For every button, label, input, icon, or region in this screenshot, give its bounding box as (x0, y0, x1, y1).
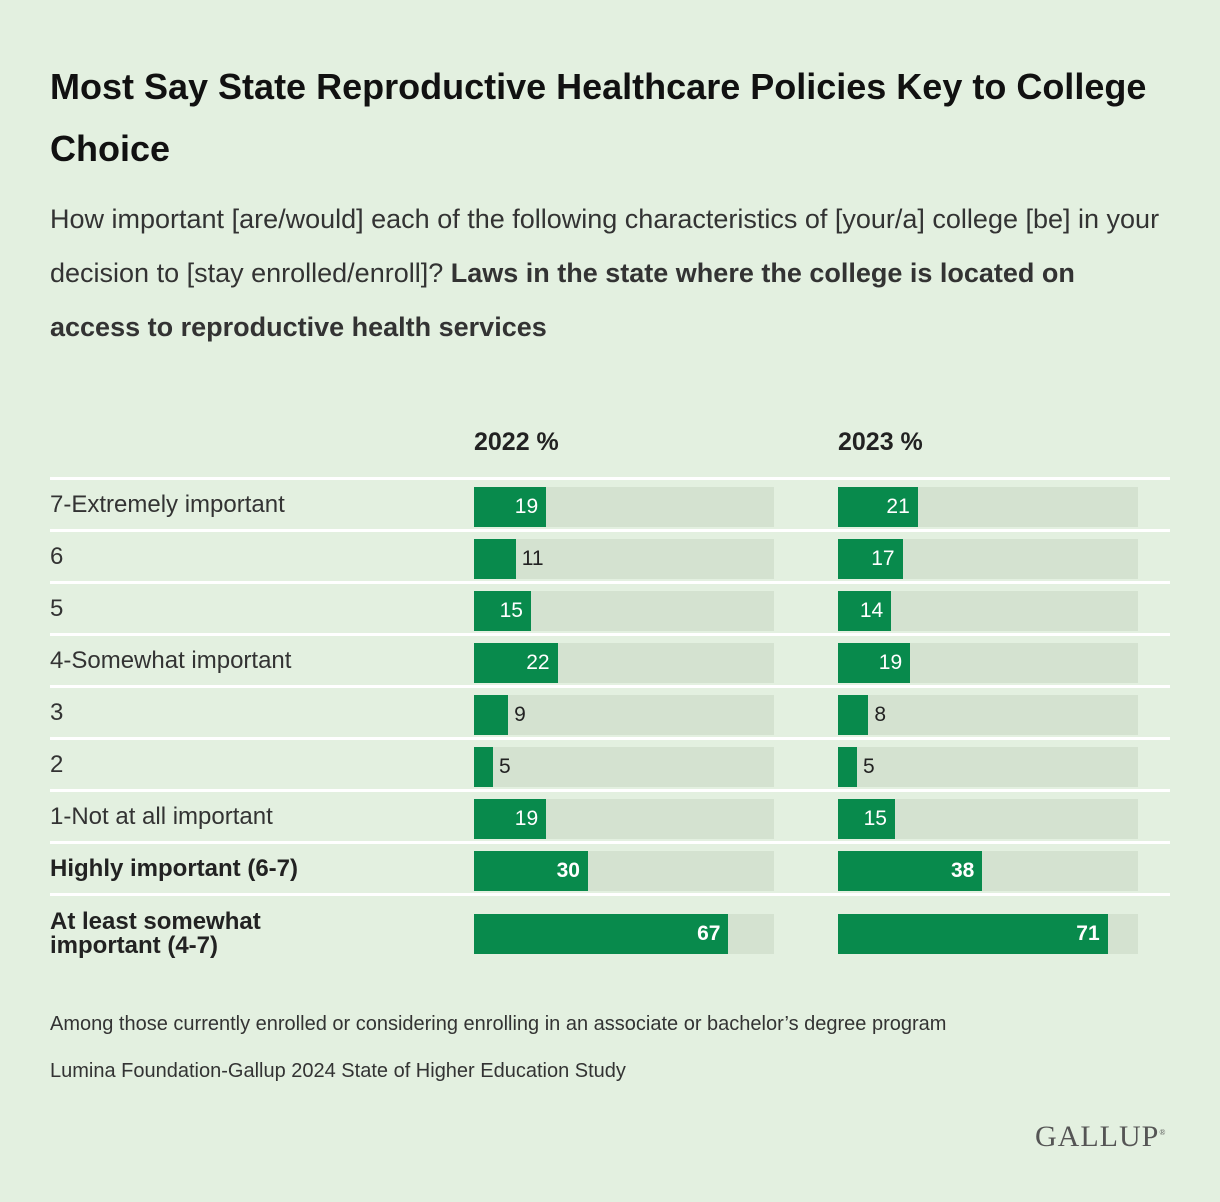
data-label: 5 (498, 755, 511, 778)
bar-2022 (474, 591, 531, 631)
bar-2022 (474, 643, 558, 683)
row-label: 2 (50, 750, 64, 778)
bar-track: 19 (474, 487, 774, 527)
bar-track: 5 (838, 747, 1138, 787)
table-row: 1-Not at all important 19 15 (50, 789, 1170, 844)
bar-2023 (838, 799, 895, 839)
bar-track: 67 (474, 914, 774, 954)
bar-track: 21 (838, 487, 1138, 527)
chart-subtitle: How important [are/would] each of the fo… (50, 192, 1170, 354)
row-label: At least somewhat important (4-7) (50, 907, 261, 959)
source: Lumina Foundation-Gallup 2024 State of H… (50, 1060, 626, 1082)
gallup-logo: GALLUP® (1035, 1120, 1167, 1153)
data-label: 8 (874, 703, 887, 726)
data-label: 71 (1076, 922, 1100, 945)
bar-track: 5 (474, 747, 774, 787)
table-row: 5 15 14 (50, 581, 1170, 636)
footnote: Among those currently enrolled or consid… (50, 1013, 947, 1035)
bar-2023 (838, 851, 983, 891)
row-label: 4-Somewhat important (50, 646, 292, 674)
bar-2022 (474, 695, 509, 735)
data-label: 38 (950, 859, 975, 882)
data-label: 9 (514, 703, 526, 726)
bar-track: 15 (474, 591, 774, 631)
data-label: 21 (886, 495, 910, 518)
data-label: 22 (526, 651, 550, 674)
bar-track: 11 (474, 539, 774, 579)
bar-track: 19 (474, 799, 774, 839)
bar-track: 30 (474, 851, 774, 891)
bar-track: 19 (838, 643, 1138, 683)
data-label: 14 (859, 599, 884, 622)
bar-track: 71 (838, 914, 1138, 954)
column-header-2023: 2023 % (838, 428, 923, 456)
table-row: 2 5 5 (50, 737, 1170, 792)
data-label: 19 (514, 807, 539, 830)
table-row: 3 9 8 (50, 685, 1170, 740)
row-label: 3 (50, 698, 64, 726)
bar-2023 (838, 487, 918, 527)
bar-track: 15 (838, 799, 1138, 839)
table-row: 6 11 17 (50, 529, 1170, 584)
bar-track: 17 (838, 539, 1138, 579)
bar-track: 9 (474, 695, 774, 735)
data-label: 30 (556, 859, 580, 882)
bar-2022 (474, 747, 493, 787)
row-label: 6 (50, 542, 64, 570)
bar-2022 (474, 851, 588, 891)
bar-2023 (838, 695, 869, 735)
bar-2023 (838, 591, 892, 631)
data-label: 17 (871, 547, 895, 570)
row-label: 7-Extremely important (50, 490, 285, 518)
bar-track: 22 (474, 643, 774, 683)
table-row: 4-Somewhat important 22 19 (50, 633, 1170, 688)
data-label: 15 (863, 807, 887, 830)
data-label: 11 (521, 547, 544, 570)
bar-track: 8 (838, 695, 1138, 735)
bar-2022 (474, 914, 729, 954)
bar-2023 (838, 914, 1108, 954)
data-label: 15 (499, 599, 523, 622)
bar-2022 (474, 539, 516, 579)
data-label: 5 (862, 755, 875, 778)
question-text: How important [are/would] each of the fo… (50, 204, 1160, 288)
bar-2023 (838, 539, 903, 579)
column-header-2022: 2022 % (474, 428, 559, 456)
bar-track: 38 (838, 851, 1138, 891)
row-label: 5 (50, 594, 64, 622)
data-label: 19 (878, 651, 903, 674)
table-row: At least somewhat important (4-7) 67 71 (50, 893, 1170, 971)
bar-2022 (474, 799, 547, 839)
bar-2023 (838, 747, 857, 787)
table-row: 7-Extremely important 19 21 (50, 477, 1170, 532)
row-label: 1-Not at all important (50, 802, 273, 830)
row-label: Highly important (6-7) (50, 854, 299, 882)
data-label: 67 (697, 922, 721, 945)
bar-2023 (838, 643, 911, 683)
chart-title: Most Say State Reproductive Healthcare P… (50, 66, 1147, 169)
data-label: 19 (514, 495, 539, 518)
bar-2022 (474, 487, 547, 527)
question-item: Laws in the state where the college is l… (50, 258, 1075, 342)
table-row: Highly important (6-7) 30 38 (50, 841, 1170, 896)
bar-track: 14 (838, 591, 1138, 631)
